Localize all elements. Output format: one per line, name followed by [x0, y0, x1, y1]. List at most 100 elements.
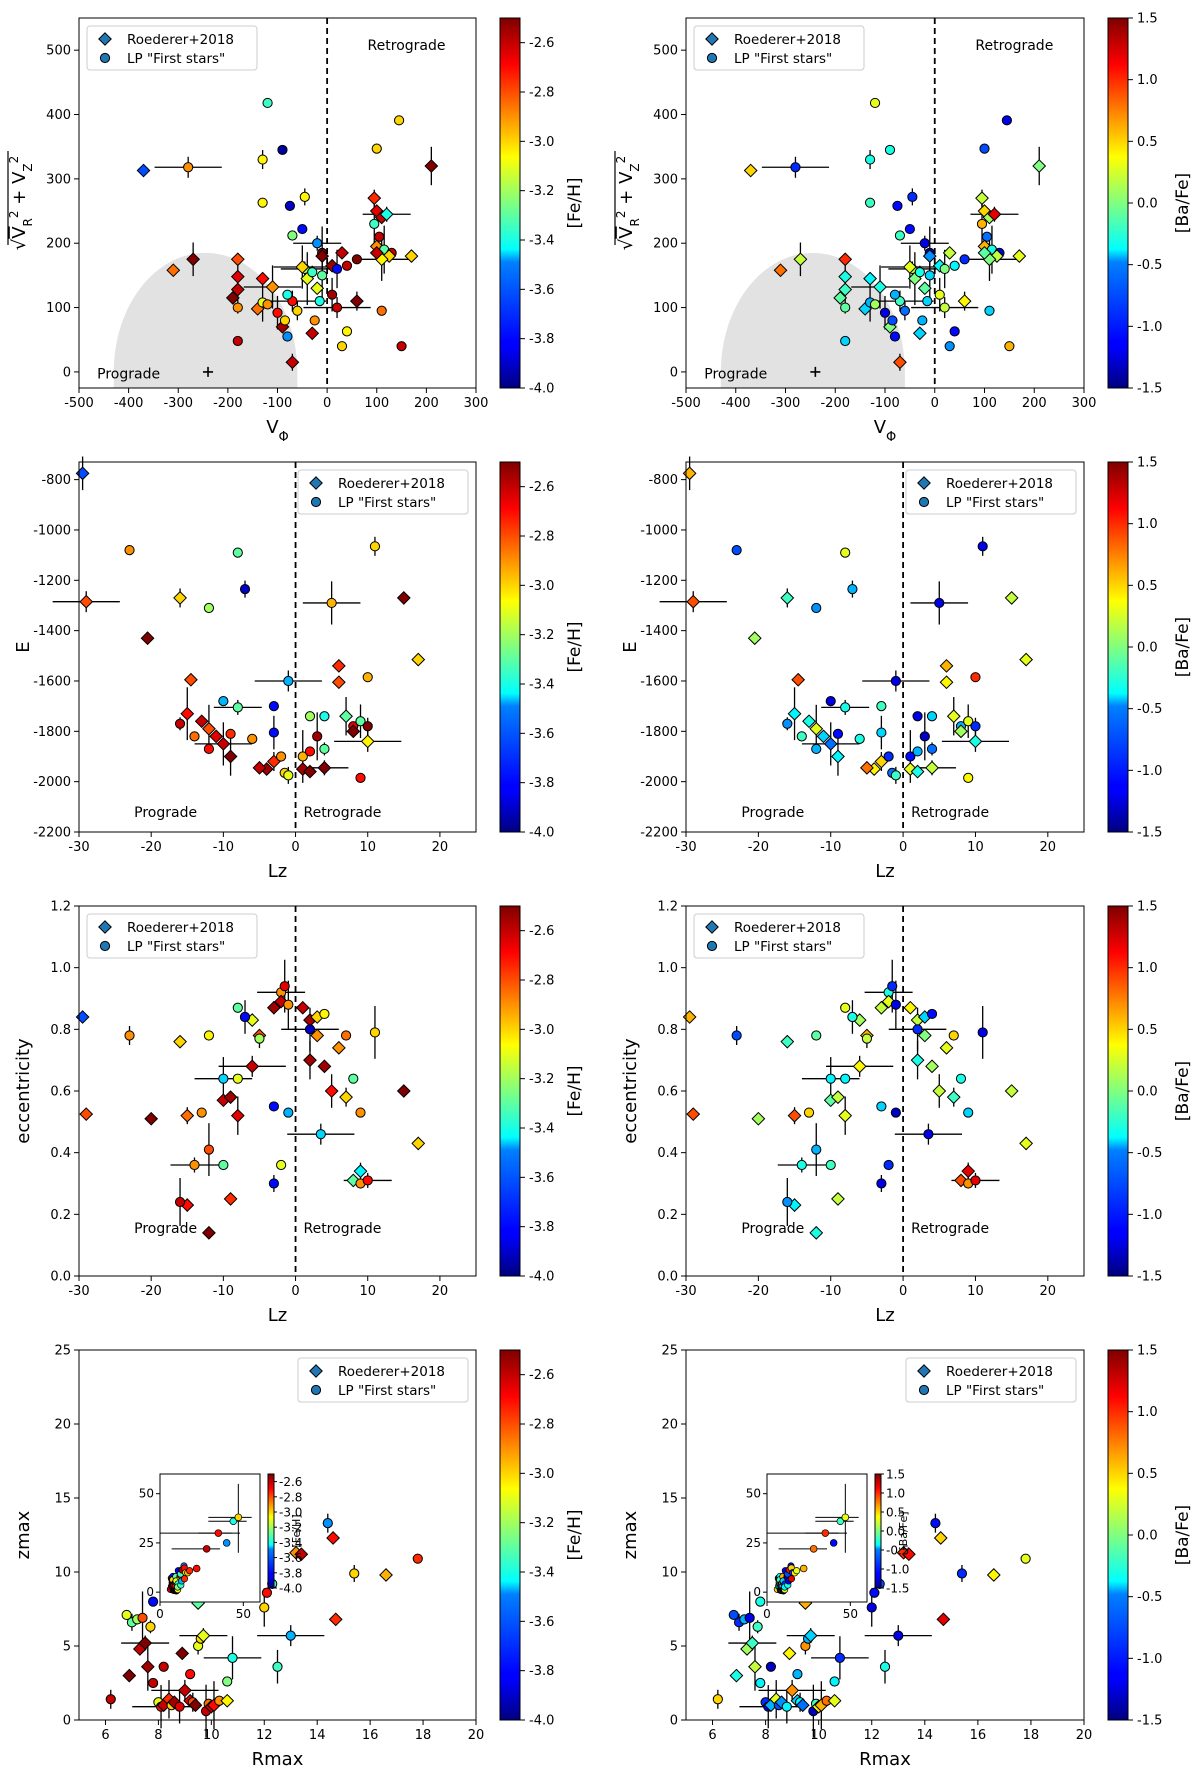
roederer-point: [925, 1059, 939, 1074]
roederer-point: [360, 734, 375, 749]
legend-diamond-icon: [309, 476, 323, 490]
lp-point: [944, 341, 955, 352]
lp-point: [261, 1587, 273, 1598]
legend-label-roederer: Roederer+2018: [127, 32, 234, 48]
lp-point: [889, 289, 901, 300]
lp-point: [326, 289, 338, 300]
roederer-point: [833, 291, 848, 305]
roederer-point: [942, 245, 957, 260]
roederer-point: [686, 594, 701, 609]
lp-point: [309, 315, 320, 326]
lp-point: [348, 1073, 359, 1084]
roederer-point: [831, 1090, 845, 1105]
lp-point: [869, 1587, 880, 1598]
lp-point: [840, 702, 851, 713]
lp-point: [919, 731, 930, 742]
lp-point: [963, 716, 974, 727]
lp-point: [189, 1159, 200, 1171]
roederer-point: [1032, 159, 1047, 173]
legend-label-lp: LP "First stars": [127, 939, 225, 955]
roederer-point: [902, 260, 917, 274]
roederer-point: [335, 245, 349, 260]
y-tick-label: 100: [653, 301, 678, 316]
roederer-point: [252, 760, 267, 775]
roederer-point: [331, 1040, 346, 1055]
x-tick-label: -100: [263, 396, 293, 411]
colorbar-tick-label: -2.8: [529, 1418, 554, 1433]
roederer-point: [936, 1612, 951, 1627]
x-tick-label: -10: [213, 840, 234, 855]
roederer-point: [838, 252, 853, 267]
colorbar-tick-label: -4.0: [529, 1270, 554, 1285]
annotation-retrograde: Retrograde: [975, 38, 1053, 54]
legend-box: [297, 469, 469, 515]
y-tick-label: 300: [653, 172, 678, 187]
colorbar-tick-label: 1.5: [1137, 1344, 1158, 1359]
lp-point: [879, 307, 891, 318]
lp-point: [890, 675, 901, 687]
plus-marker: [810, 366, 821, 377]
legend-diamond-icon: [917, 1364, 931, 1378]
y-tick-label: 0.2: [657, 1208, 678, 1223]
lp-point: [1004, 341, 1015, 352]
legend-diamond-icon: [98, 920, 112, 934]
lp-point: [227, 1652, 238, 1663]
lp-point: [268, 701, 279, 712]
y-tick-label: -1600: [33, 674, 71, 689]
roederer-point: [265, 280, 280, 294]
lp-point: [317, 270, 328, 281]
roederer-point: [686, 1107, 701, 1122]
axes-frame: [685, 1349, 1085, 1721]
x-tick-label: 8: [761, 1728, 769, 1743]
svg-text:eccentricity: eccentricity: [620, 1038, 641, 1144]
lp-point: [840, 335, 851, 347]
roederer-point: [791, 672, 806, 687]
annotation-prograde: Prograde: [97, 366, 160, 382]
inset-y-tick-label: 25: [139, 1536, 154, 1550]
roederer-point: [303, 1053, 317, 1068]
colorbar-tick-label: -1.0: [1137, 320, 1162, 335]
lp-point: [811, 1144, 822, 1155]
colorbar-tick-label: -3.0: [529, 1467, 554, 1482]
inset-y-tick-label: 25: [746, 1536, 761, 1550]
colorbar-label: [Fe/H]: [565, 1065, 585, 1116]
legend-label-roederer: Roederer+2018: [734, 32, 841, 48]
y-tick-label: -2000: [640, 775, 678, 790]
lp-point: [840, 1002, 851, 1013]
legend: Roederer+2018 LP "First stars": [297, 1357, 469, 1403]
roederer-point: [310, 281, 325, 296]
inset-point: [787, 1575, 796, 1583]
colorbar-tick-label: -0.5: [1137, 258, 1162, 273]
lp-point: [174, 1701, 185, 1712]
lp-point: [341, 260, 353, 271]
y-tick-label: 0.0: [657, 1270, 678, 1285]
roederer-point: [910, 764, 925, 779]
colorbar-tick-label: -3.2: [529, 628, 554, 643]
legend-circle-icon: [310, 496, 322, 508]
lp-point: [145, 1621, 156, 1632]
axes-frame: [78, 1349, 477, 1721]
colorbar: -2.6 -2.8 -3.0 -3.2 -3.4 -3.6 -3.8 -4.0 [Fe/H]: [499, 461, 585, 841]
lp-point: [272, 1661, 283, 1672]
legend-box: [693, 25, 865, 71]
lp-point: [847, 1011, 858, 1023]
panel-r2-c2: -30 -20 -10 0 10 20 -800 -1000 -1200 -1400 -1600 -1…: [620, 456, 1193, 883]
colorbar-tick-label: -3.6: [529, 283, 554, 298]
lp-point: [977, 541, 988, 552]
colorbar-label: [Ba/Fe]: [897, 1511, 910, 1550]
lp-point: [765, 1661, 777, 1672]
svg-text:√VR2 + VZ2: √VR2 + VZ2: [7, 156, 35, 251]
colorbar-tick-label: -1.5: [1137, 826, 1162, 841]
lp-point: [934, 289, 945, 300]
x-tick-label: 200: [414, 396, 439, 411]
svg-text:√VR2 + VZ2: √VR2 + VZ2: [614, 156, 642, 251]
colorbar-tick-label: -2.8: [529, 86, 554, 101]
lp-point: [362, 672, 373, 683]
y-tick-label: 0: [670, 1714, 678, 1729]
lp-point: [283, 770, 294, 781]
colorbar-tick-label: -2.8: [279, 1490, 302, 1504]
lp-point: [322, 1518, 333, 1529]
y-tick-label: 400: [46, 108, 71, 123]
plus-marker: [203, 366, 214, 377]
legend-circle-icon: [706, 940, 718, 952]
